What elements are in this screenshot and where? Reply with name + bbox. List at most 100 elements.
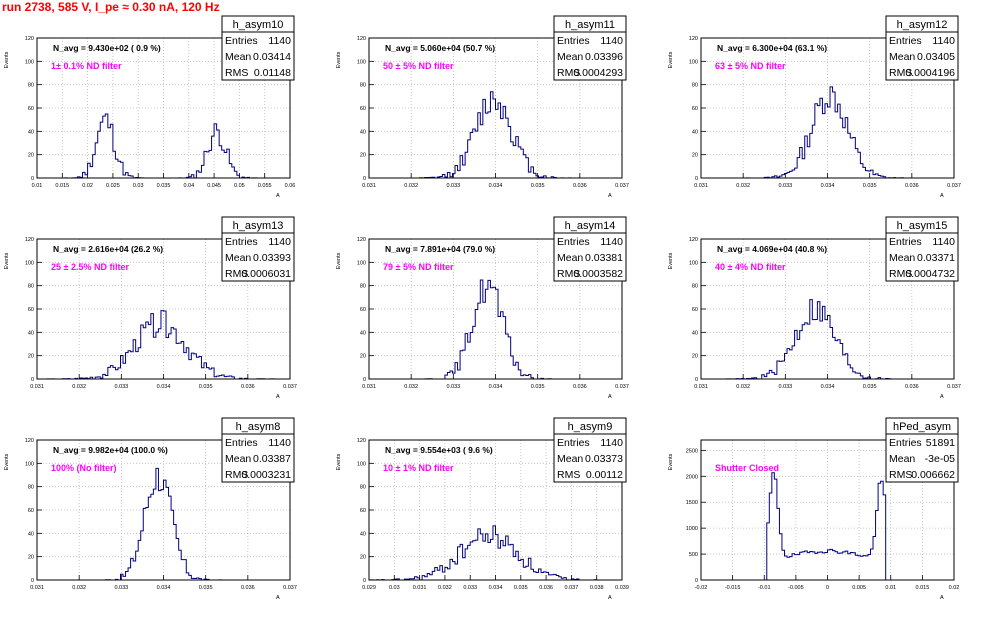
stats-label: Entries	[225, 236, 258, 248]
x-tick-label: 0.029	[362, 585, 376, 591]
filter-label: 1± 0.1% ND filter	[51, 61, 122, 71]
filter-label: 100% (No filter)	[51, 463, 117, 473]
filter-label: 40 ± 4% ND filter	[715, 262, 786, 272]
x-tick-label: 0.031	[694, 384, 708, 390]
y-tick-label: 20	[692, 354, 698, 360]
stats-label: Entries	[225, 437, 258, 449]
y-tick-label: 120	[357, 438, 366, 444]
stats-box	[221, 15, 295, 81]
x-tick-label: 0.035	[199, 585, 213, 591]
navg-label: N_avg = 5.060e+04 (50.7 %)	[385, 43, 495, 53]
stats-value: 0.0004293	[573, 67, 623, 79]
plot-frame	[700, 238, 955, 380]
x-tick-label: 0.031	[413, 585, 427, 591]
stats-box	[553, 417, 627, 483]
stats-title: h_asym11	[565, 19, 615, 31]
stats-title: h_asym14	[565, 220, 616, 232]
stats-label: RMS	[889, 469, 912, 481]
x-tick-label: -0.005	[788, 585, 804, 591]
y-tick-label: 60	[360, 106, 366, 112]
y-tick-label: 0	[31, 176, 34, 182]
y-tick-label: 120	[25, 237, 34, 243]
x-tick-label: 0.037	[615, 183, 629, 189]
stats-label: Entries	[889, 35, 922, 47]
plot-frame	[368, 238, 623, 380]
y-tick-label: 0	[363, 578, 366, 584]
x-tick-label: -0.01	[758, 585, 771, 591]
x-tick-label: 0.033	[778, 183, 792, 189]
histogram-line	[368, 525, 622, 581]
y-tick-label: 40	[28, 330, 34, 336]
stats-label: Entries	[557, 236, 590, 248]
stats-value: 0.01148	[254, 67, 291, 79]
panel-h_asym10: 0.01 0.015 0.02 0.025 0.03 0.035 0.04 0.045 0.05…	[4, 15, 295, 199]
plot-frame	[700, 439, 955, 581]
y-tick-label: 80	[360, 284, 366, 290]
x-tick-label: 0.031	[30, 384, 44, 390]
y-tick-label: 2500	[686, 448, 698, 454]
y-tick-label: 1500	[686, 500, 698, 506]
stats-value: 1140	[600, 437, 623, 449]
y-tick-label: 0	[695, 377, 698, 383]
x-tick-label: 0.025	[106, 183, 120, 189]
stats-title: h_asym9	[568, 421, 613, 433]
stats-value: 1140	[268, 236, 291, 248]
x-axis-label: A	[276, 193, 280, 199]
stats-value: 1140	[600, 35, 623, 47]
x-axis-label: A	[608, 193, 612, 199]
stats-label: RMS	[889, 67, 912, 79]
stats-value: 1140	[268, 35, 291, 47]
y-tick-label: 100	[689, 260, 698, 266]
y-tick-label: 0	[31, 578, 34, 584]
x-axis-label: A	[940, 394, 944, 400]
y-tick-label: 0	[363, 377, 366, 383]
y-tick-label: 40	[692, 330, 698, 336]
navg-label: N_avg = 2.616e+04 (26.2 %)	[53, 244, 163, 254]
y-tick-label: 20	[360, 555, 366, 561]
x-tick-label: 0.055	[258, 183, 272, 189]
stats-value: 0.03405	[917, 51, 955, 63]
y-tick-label: 80	[692, 284, 698, 290]
filter-label: 10 ± 1% ND filter	[383, 463, 454, 473]
y-axis-label: Events	[4, 453, 10, 470]
stats-label: RMS	[225, 67, 248, 79]
stats-label: RMS	[225, 469, 248, 481]
y-tick-label: 80	[28, 83, 34, 89]
y-tick-label: 80	[360, 83, 366, 89]
stats-label: Entries	[557, 437, 590, 449]
stats-box	[885, 15, 959, 81]
y-tick-label: 120	[357, 237, 366, 243]
x-axis-label: A	[940, 193, 944, 199]
x-tick-label: 0.01	[32, 183, 43, 189]
stats-title: h_asym12	[897, 19, 948, 31]
stats-label: Mean	[225, 453, 251, 465]
x-tick-label: 0.034	[821, 183, 835, 189]
stats-box	[553, 15, 627, 81]
stats-value: 0.00112	[586, 469, 623, 481]
x-tick-label: 0.036	[905, 183, 919, 189]
y-tick-label: 0	[695, 176, 698, 182]
x-axis-label: A	[608, 394, 612, 400]
navg-label: N_avg = 4.069e+04 (40.8 %)	[717, 244, 827, 254]
x-tick-label: 0.032	[736, 384, 750, 390]
plot-frame	[36, 37, 291, 179]
x-tick-label: 0.034	[489, 384, 503, 390]
x-tick-label: 0.032	[72, 384, 86, 390]
y-axis-label: Events	[668, 51, 674, 68]
stats-value: 0.0004732	[905, 268, 955, 280]
stats-value: 1140	[268, 437, 291, 449]
x-tick-label: 0.034	[821, 384, 835, 390]
x-tick-label: 0.033	[446, 384, 460, 390]
y-tick-label: 40	[360, 129, 366, 135]
stats-value: 0.006662	[911, 469, 955, 481]
panel-h_asym14: 0.031 0.032 0.033 0.034 0.035 0.036 0.037 0 20 40…	[336, 216, 629, 400]
stats-value: 1140	[932, 35, 955, 47]
y-tick-label: 100	[357, 260, 366, 266]
plot-frame	[368, 37, 623, 179]
x-tick-label: 0.031	[30, 585, 44, 591]
stats-label: RMS	[557, 67, 580, 79]
y-tick-label: 1000	[686, 526, 698, 532]
y-axis-label: Events	[336, 51, 342, 68]
plot-frame	[36, 238, 291, 380]
filter-label: 50 ± 5% ND filter	[383, 61, 454, 71]
